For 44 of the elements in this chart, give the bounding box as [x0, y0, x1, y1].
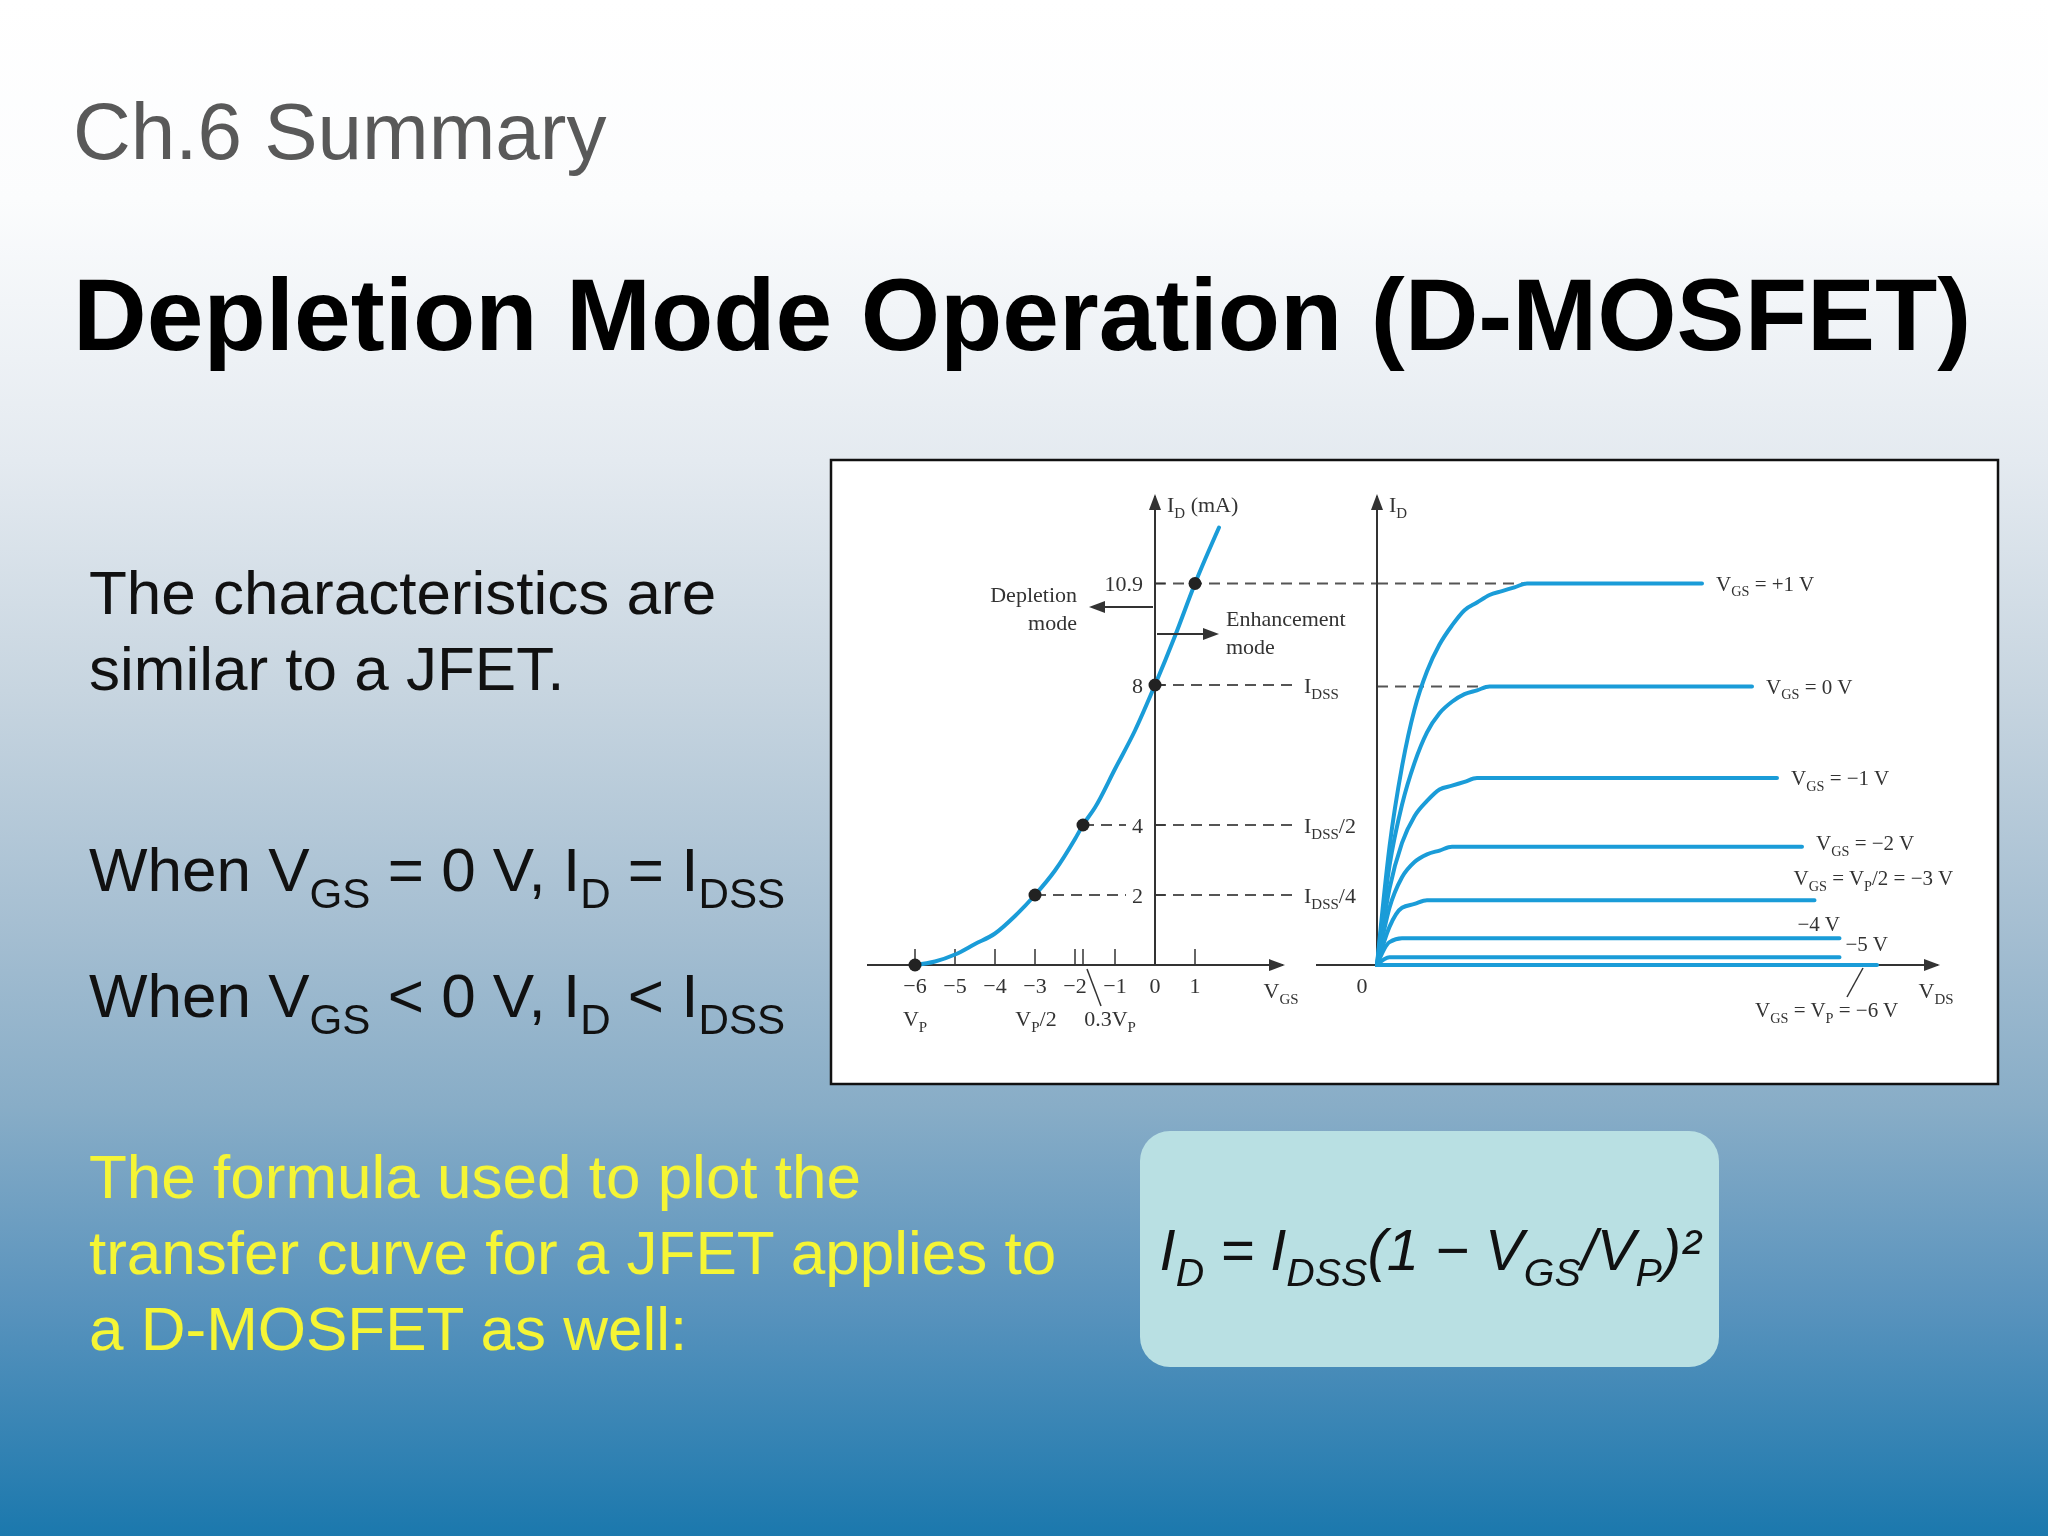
y-axis-title: I$_{D}$ (mA) [1167, 492, 1239, 522]
text: When V$_{GS}$ = 0 V, I$_{D}$ = I$_{DSS}$ [89, 835, 786, 918]
x-axis-title: V$_{DS}$ [1918, 978, 1954, 1008]
point [1188, 577, 1202, 590]
y-axis-title: I$_{D}$ [1389, 492, 1408, 522]
point [908, 958, 922, 972]
x-tick-label: 0 [1149, 973, 1161, 998]
annotation: Depletion mode [990, 582, 1077, 635]
text: V$_{P}$/2 [1015, 1006, 1057, 1036]
point [1148, 678, 1162, 692]
chart-title: Ch.6 Summary [73, 87, 607, 176]
y-tick-label: 4 [1132, 812, 1143, 838]
series-label: V$_{GS}$ = +1 V [1716, 571, 1815, 600]
series-label: V$_{GS}$ = V$_{P}$/2 = −3 V [1793, 866, 1954, 895]
text: I$_{D}$ = I$_{DSS}$(1 − V$_{GS}$/V$_{P}$)² [1159, 1217, 1701, 1295]
x-tick-label: −4 [983, 973, 1007, 998]
ref-line-label: I$_{DSS}$/2 [1304, 812, 1356, 842]
point [1028, 888, 1042, 902]
y-tick-label: 10.9 [1104, 571, 1143, 596]
x-axis-title: V$_{GS}$ [1263, 978, 1299, 1008]
text: The characteristics are similar to a JFET. [89, 558, 717, 703]
series-label: V$_{GS}$ = V$_{P}$ = −6 V [1755, 998, 1899, 1026]
x-tick-label: −1 [1103, 973, 1127, 998]
annotation: Enhancement mode [1226, 606, 1346, 659]
x-tick-label: −6 [903, 973, 927, 998]
ref-line-label: I$_{DSS}$/4 [1304, 882, 1356, 912]
x-tick-label: −3 [1023, 973, 1047, 998]
x-tick-label: −2 [1063, 973, 1087, 998]
text: 0.3V$_{P}$ [1084, 1006, 1136, 1036]
series-label: V$_{GS}$ = 0 V [1766, 674, 1853, 703]
x-tick-label: −5 [943, 973, 967, 998]
y-tick-label: 2 [1132, 882, 1143, 908]
point [1076, 818, 1090, 832]
series-label: −4 V [1797, 912, 1840, 937]
series-label: V$_{GS}$ = −2 V [1816, 830, 1915, 859]
text: The formula used to plot the transfer curve for a JFET applies to a D-MOSFET as well: [89, 1142, 1057, 1363]
series-label: −5 V [1845, 932, 1888, 957]
chart-subtitle: Depletion Mode Operation (D-MOSFET) [73, 258, 1972, 372]
y-tick-label: 8 [1132, 672, 1143, 698]
x-tick-label: 1 [1189, 973, 1201, 998]
text: When V$_{GS}$ < 0 V, I$_{D}$ < I$_{DSS}$ [89, 961, 786, 1044]
annotation: V$_{P}$ [902, 1006, 928, 1036]
series-label: V$_{GS}$ = −1 V [1791, 766, 1890, 794]
ref-line-label: I$_{DSS}$ [1304, 672, 1339, 702]
